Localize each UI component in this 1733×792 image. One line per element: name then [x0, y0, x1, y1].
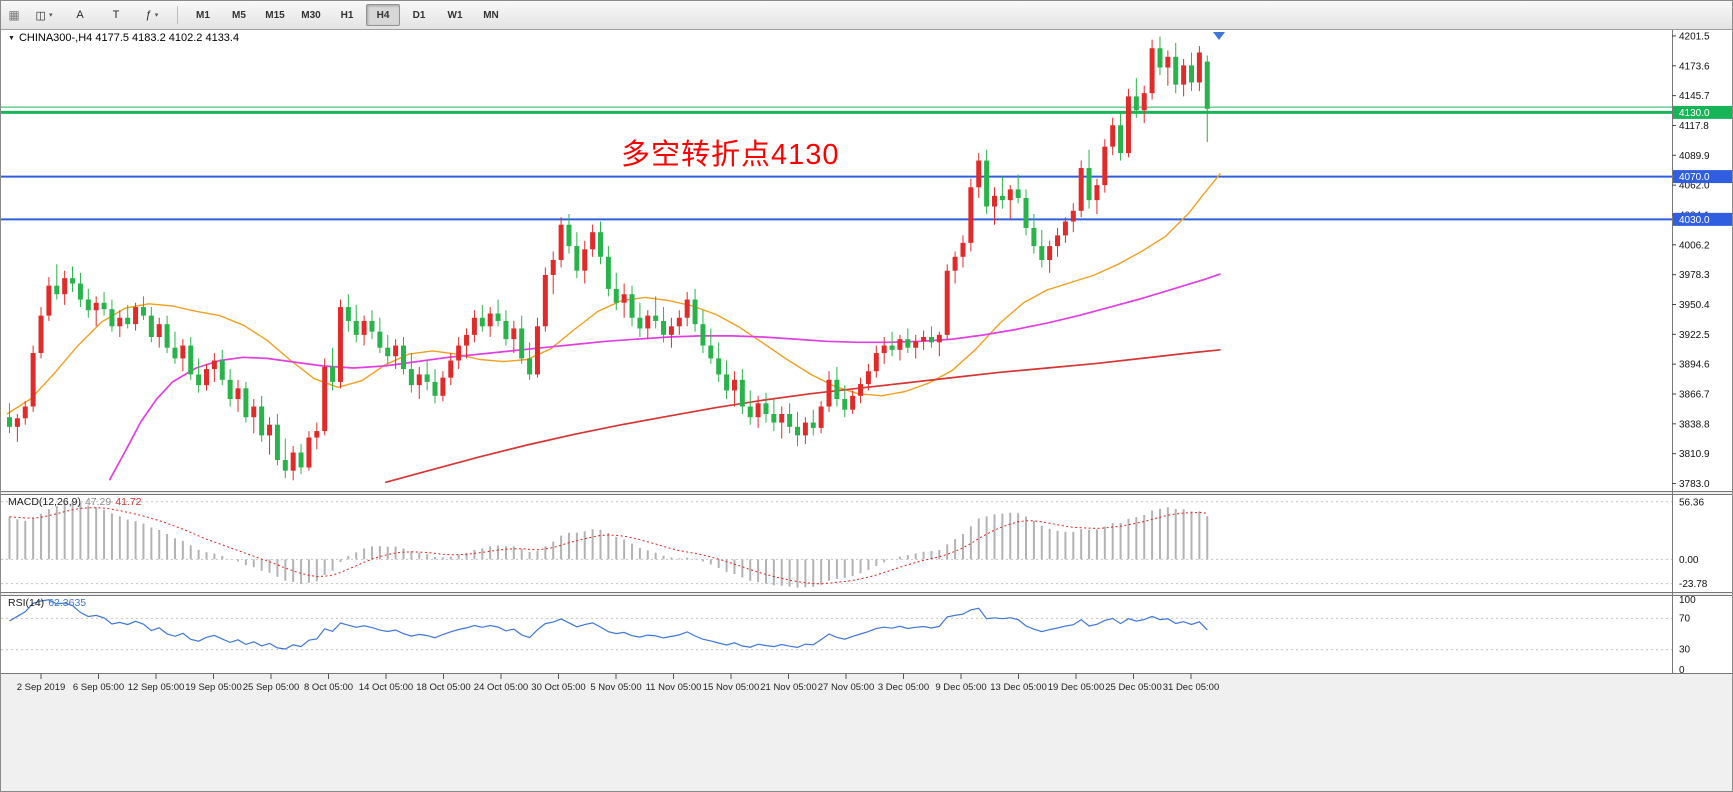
symbol-text: CHINA300-,H4 4177.5 4183.2 4102.2 4133.4 — [18, 32, 240, 44]
svg-text:21 Nov 05:00: 21 Nov 05:00 — [760, 682, 817, 693]
chevron-down-icon: ▾ — [48, 12, 53, 19]
timeframe-mn[interactable]: MN — [483, 9, 499, 21]
main-chart-pane[interactable] — [1, 29, 1732, 491]
indicators-button[interactable]: ƒ ▾ — [145, 9, 159, 21]
timeframe-m30[interactable]: M30 — [301, 9, 321, 21]
rsi-pane[interactable] — [1, 595, 1732, 673]
svg-text:15 Nov 05:00: 15 Nov 05:00 — [703, 682, 760, 693]
rsi-value: 62.3635 — [48, 597, 87, 609]
svg-text:5 Nov 05:00: 5 Nov 05:00 — [590, 682, 641, 693]
macd-value-signal: 41.72 — [115, 496, 142, 508]
annotate-a-button[interactable]: A — [76, 9, 84, 21]
macd-value-main: 47.29 — [84, 496, 112, 508]
macd-name: MACD(12,26,9) — [8, 496, 81, 508]
chart-window-button[interactable]: ◫ ▾ — [35, 9, 53, 22]
symbol-ohlc-label: ▼ CHINA300-,H4 4177.5 4183.2 4102.2 4133.… — [8, 32, 239, 44]
svg-text:19 Sep 05:00: 19 Sep 05:00 — [185, 682, 242, 693]
timeframe-group: M1 M5 M15 M30 H1 H4 D1 W1 MN — [186, 4, 508, 26]
macd-label: MACD(12,26,9) 47.29 41.72 — [8, 496, 142, 508]
svg-text:31 Dec 05:00: 31 Dec 05:00 — [1163, 682, 1220, 693]
svg-text:8 Oct 05:00: 8 Oct 05:00 — [304, 682, 353, 693]
svg-text:6 Sep 05:00: 6 Sep 05:00 — [73, 682, 124, 693]
rsi-label: RSI(14) 62.3635 — [8, 597, 86, 609]
timeframe-d1[interactable]: D1 — [412, 9, 426, 21]
text-tool-button[interactable]: T — [112, 9, 120, 21]
svg-text:30 Oct 05:00: 30 Oct 05:00 — [531, 682, 585, 693]
svg-text:18 Oct 05:00: 18 Oct 05:00 — [416, 682, 470, 693]
timeframe-h4[interactable]: H4 — [366, 4, 400, 26]
timeframe-m5[interactable]: M5 — [232, 9, 246, 21]
svg-text:13 Dec 05:00: 13 Dec 05:00 — [990, 682, 1047, 693]
timeframe-m15[interactable]: M15 — [265, 9, 285, 21]
svg-text:25 Dec 05:00: 25 Dec 05:00 — [1105, 682, 1162, 693]
svg-text:14 Oct 05:00: 14 Oct 05:00 — [359, 682, 413, 693]
collapse-triangle-icon[interactable]: ▼ — [8, 35, 15, 42]
svg-text:27 Nov 05:00: 27 Nov 05:00 — [818, 682, 875, 693]
rsi-name: RSI(14) — [8, 597, 45, 609]
svg-text:24 Oct 05:00: 24 Oct 05:00 — [474, 682, 528, 693]
timeframe-m1[interactable]: M1 — [196, 9, 210, 21]
app-icon: ▦ — [8, 8, 20, 22]
annotation-text[interactable]: 多空转折点4130 — [621, 139, 840, 171]
svg-text:12 Sep 05:00: 12 Sep 05:00 — [128, 682, 185, 693]
svg-text:3 Dec 05:00: 3 Dec 05:00 — [878, 682, 929, 693]
svg-text:2 Sep 2019: 2 Sep 2019 — [17, 682, 66, 693]
svg-text:25 Sep 05:00: 25 Sep 05:00 — [243, 682, 300, 693]
macd-pane[interactable] — [1, 494, 1732, 592]
svg-text:11 Nov 05:00: 11 Nov 05:00 — [646, 682, 702, 693]
chevron-down-icon: ▾ — [154, 12, 159, 19]
svg-text:9 Dec 05:00: 9 Dec 05:00 — [935, 682, 986, 693]
timeframe-h1[interactable]: H1 — [340, 9, 354, 21]
svg-text:19 Dec 05:00: 19 Dec 05:00 — [1048, 682, 1105, 693]
timeframe-w1[interactable]: W1 — [447, 9, 463, 21]
toolbar-separator — [177, 6, 178, 24]
